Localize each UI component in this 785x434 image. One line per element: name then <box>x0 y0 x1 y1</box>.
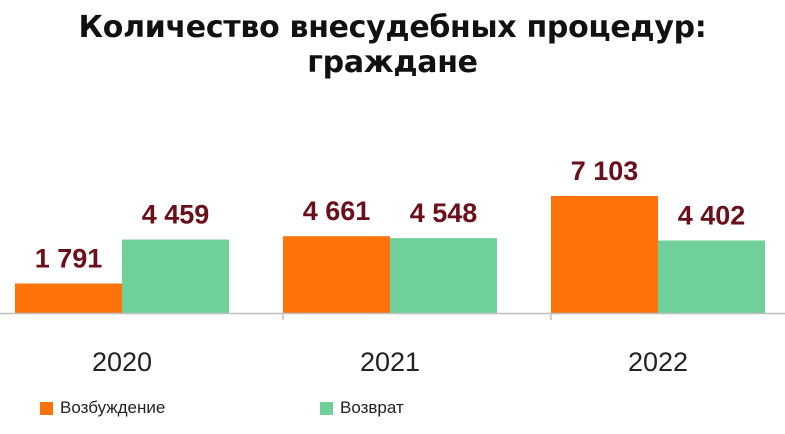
bar-vozvrat-2020 <box>122 239 229 313</box>
data-label-vozbuzhdenie-2021: 4 661 <box>303 196 371 226</box>
x-tick-label-2021: 2021 <box>360 347 420 377</box>
data-label-vozvrat-2022: 4 402 <box>678 200 746 230</box>
legend-item-vozvrat: Возврат <box>320 398 404 418</box>
x-tick-label-2020: 2020 <box>92 347 152 377</box>
legend-item-vozbuzhdenie: Возбуждение <box>40 398 165 418</box>
data-label-vozvrat-2021: 4 548 <box>410 198 478 228</box>
legend-label-vozvrat: Возврат <box>340 398 404 417</box>
legend-swatch-vozbuzhdenie <box>40 401 53 415</box>
bar-vozbuzhdenie-2022 <box>551 196 658 313</box>
data-label-vozbuzhdenie-2022: 7 103 <box>571 156 639 186</box>
chart-title: Количество внесудебных процедур: граждан… <box>78 10 707 80</box>
data-label-vozbuzhdenie-2020: 1 791 <box>35 243 103 273</box>
legend-label-vozbuzhdenie: Возбуждение <box>60 398 166 417</box>
bar-vozvrat-2021 <box>390 238 497 313</box>
data-label-vozvrat-2020: 4 459 <box>142 200 210 230</box>
x-tick-label-2022: 2022 <box>628 347 688 377</box>
bar-vozbuzhdenie-2021 <box>283 236 390 313</box>
bar-vozvrat-2022 <box>658 240 765 313</box>
legend-swatch-vozvrat <box>320 401 333 415</box>
bar-vozbuzhdenie-2020 <box>15 283 122 313</box>
